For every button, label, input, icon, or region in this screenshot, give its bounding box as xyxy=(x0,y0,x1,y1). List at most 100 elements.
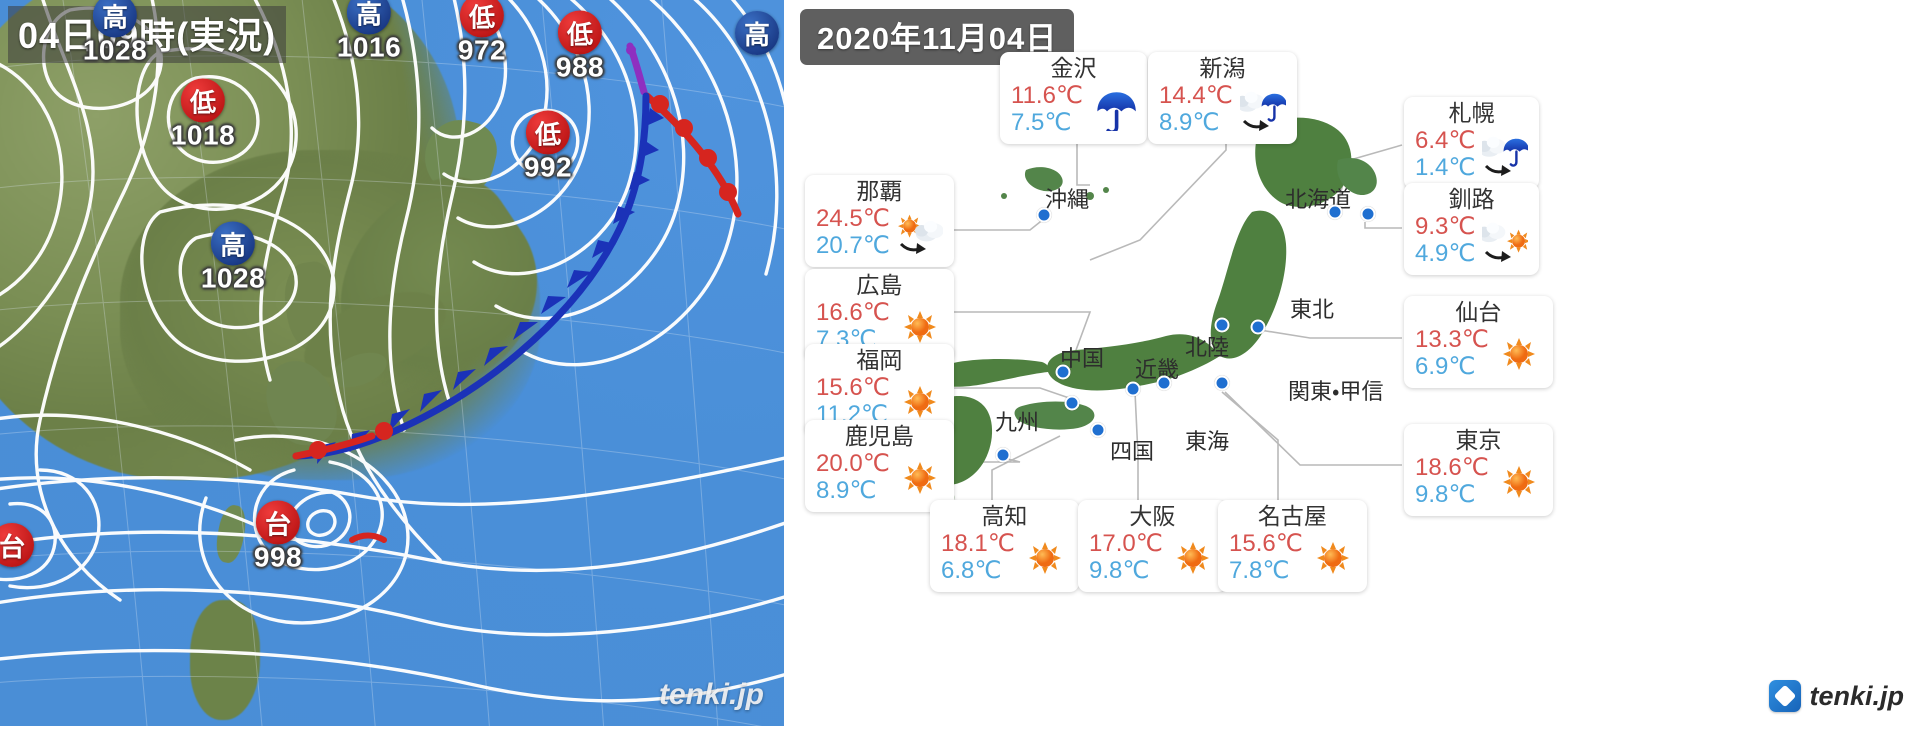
tenki-jp-logo: tenki.jp xyxy=(1769,680,1904,712)
city-name: 新潟 xyxy=(1199,55,1246,81)
chart-watermark: tenki.jp xyxy=(658,678,764,711)
city-name: 鹿児島 xyxy=(844,423,914,449)
weather-sun-icon xyxy=(1022,537,1068,579)
city-card-大阪[interactable]: 大阪 17.0℃ 9.8℃ xyxy=(1078,500,1227,592)
weather-cloud-rain-icon xyxy=(1478,134,1530,176)
region-label-6: 関東・甲信 xyxy=(1288,379,1384,404)
weather-sun-icon xyxy=(1310,537,1356,579)
min-temperature: 9.8℃ xyxy=(1415,480,1476,508)
max-temperature: 16.6℃ xyxy=(816,298,890,326)
city-map-dot-9 xyxy=(1055,364,1071,380)
min-temperature: 7.5℃ xyxy=(1011,108,1072,136)
city-card-body: 20.0℃ 8.9℃ xyxy=(816,449,943,505)
city-map-dot-8 xyxy=(1064,395,1080,411)
landmass-philippines xyxy=(190,600,260,720)
city-map-dot-0 xyxy=(1036,207,1052,223)
max-temperature: 9.3℃ xyxy=(1415,212,1476,240)
region-label-8: 四国 xyxy=(1110,439,1155,464)
chart-timestamp: 04日09時(実況) xyxy=(8,6,287,63)
min-temperature: 8.9℃ xyxy=(1159,108,1220,136)
city-card-body: 17.0℃ 9.8℃ xyxy=(1089,529,1216,585)
weather-fronts xyxy=(0,0,784,726)
city-name: 名古屋 xyxy=(1257,503,1327,529)
temperature-block: 24.5℃ 20.7℃ xyxy=(816,204,890,260)
tenki-logo-text: tenki.jp xyxy=(1809,680,1904,711)
temperature-block: 17.0℃ 9.8℃ xyxy=(1089,529,1163,585)
min-temperature: 6.9℃ xyxy=(1415,352,1476,380)
weather-sun-cloud-icon xyxy=(897,212,944,254)
city-card-鹿児島[interactable]: 鹿児島 20.0℃ 8.9℃ xyxy=(805,420,954,512)
max-temperature: 17.0℃ xyxy=(1089,529,1163,557)
city-map-dot-1 xyxy=(1327,204,1343,220)
city-name: 福岡 xyxy=(856,347,903,373)
temperature-block: 18.1℃ 6.8℃ xyxy=(941,529,1015,585)
city-card-新潟[interactable]: 新潟 14.4℃ 8.9℃ xyxy=(1148,52,1297,144)
region-label-0: 沖縄 xyxy=(1045,187,1090,212)
city-map-dot-7 xyxy=(1125,381,1141,397)
weather-sun-icon xyxy=(1496,461,1542,503)
city-name: 那覇 xyxy=(856,178,903,204)
max-temperature: 6.4℃ xyxy=(1415,126,1476,154)
temperature-block: 15.6℃ 7.8℃ xyxy=(1229,529,1303,585)
weather-cloud-sun-icon xyxy=(1478,220,1531,262)
city-name: 釧路 xyxy=(1448,186,1495,212)
city-map-dot-5 xyxy=(1156,375,1172,391)
weather-sun-icon xyxy=(897,381,943,423)
city-map-dot-11 xyxy=(1090,422,1106,438)
weather-sun-icon xyxy=(897,306,943,348)
max-temperature: 20.0℃ xyxy=(816,449,890,477)
region-label-3: 北陸 xyxy=(1185,335,1230,360)
max-temperature: 18.1℃ xyxy=(941,529,1015,557)
max-temperature: 15.6℃ xyxy=(1229,529,1303,557)
city-card-body: 11.6℃ 7.5℃ xyxy=(1011,81,1136,137)
temperature-block: 13.3℃ 6.9℃ xyxy=(1415,325,1489,381)
city-card-body: 6.4℃ 1.4℃ xyxy=(1415,126,1530,182)
city-card-東京[interactable]: 東京 18.6℃ 9.8℃ xyxy=(1404,424,1553,516)
min-temperature: 4.9℃ xyxy=(1415,239,1476,267)
min-temperature: 7.8℃ xyxy=(1229,556,1290,584)
city-map-dot-6 xyxy=(1214,375,1230,391)
temperature-block: 6.4℃ 1.4℃ xyxy=(1415,126,1476,182)
weather-rain-icon xyxy=(1090,89,1136,134)
city-name: 東京 xyxy=(1455,427,1502,453)
isobar-lines xyxy=(0,0,784,726)
city-card-body: 15.6℃ 7.8℃ xyxy=(1229,529,1356,585)
surface-pressure-chart: 04日09時(実況) tenki.jp 高 1028 高 1016 高 1028 高低 101… xyxy=(0,0,784,726)
max-temperature: 18.6℃ xyxy=(1415,453,1489,481)
max-temperature: 13.3℃ xyxy=(1415,325,1489,353)
city-card-札幌[interactable]: 札幌 6.4℃ 1.4℃ xyxy=(1404,97,1540,189)
city-card-body: 13.3℃ 6.9℃ xyxy=(1415,325,1542,381)
temperature-block: 14.4℃ 8.9℃ xyxy=(1159,82,1233,137)
weather-sun-icon xyxy=(1170,537,1216,579)
max-temperature: 24.5℃ xyxy=(816,204,890,232)
city-name: 広島 xyxy=(856,272,903,298)
city-card-body: 18.1℃ 6.8℃ xyxy=(941,529,1068,585)
region-label-9: 東海 xyxy=(1185,429,1230,454)
city-card-仙台[interactable]: 仙台 13.3℃ 6.9℃ xyxy=(1404,296,1553,388)
weather-cloud-rain-icon xyxy=(1235,89,1287,131)
city-name: 仙台 xyxy=(1455,299,1502,325)
city-name: 大阪 xyxy=(1129,503,1176,529)
city-card-body: 24.5℃ 20.7℃ xyxy=(816,204,944,260)
weather-sun-icon xyxy=(897,457,943,499)
min-temperature: 20.7℃ xyxy=(816,231,890,259)
regional-forecast-panel: 2020年11月04日 沖縄 北海道 東北 北陸 近畿 中国 関東・甲信 九州 四国 東海 金沢 1… xyxy=(790,0,1920,726)
city-map-dot-2 xyxy=(1360,206,1376,222)
city-card-名古屋[interactable]: 名古屋 15.6℃ 7.8℃ xyxy=(1218,500,1367,592)
min-temperature: 6.8℃ xyxy=(941,556,1002,584)
city-name: 札幌 xyxy=(1448,100,1495,126)
city-card-body: 14.4℃ 8.9℃ xyxy=(1159,82,1287,137)
temperature-block: 11.6℃ 7.5℃ xyxy=(1011,81,1083,137)
max-temperature: 11.6℃ xyxy=(1011,81,1083,109)
city-card-金沢[interactable]: 金沢 11.6℃ 7.5℃ xyxy=(1000,52,1147,144)
city-name: 高知 xyxy=(981,503,1028,529)
city-card-釧路[interactable]: 釧路 9.3℃ 4.9℃ xyxy=(1404,183,1540,275)
min-temperature: 9.8℃ xyxy=(1089,556,1150,584)
city-card-那覇[interactable]: 那覇 24.5℃ 20.7℃ xyxy=(805,175,954,267)
city-card-body: 18.6℃ 9.8℃ xyxy=(1415,453,1542,509)
city-name: 金沢 xyxy=(1050,55,1097,81)
city-card-高知[interactable]: 高知 18.1℃ 6.8℃ xyxy=(930,500,1079,592)
city-map-dot-3 xyxy=(1250,319,1266,335)
min-temperature: 8.9℃ xyxy=(816,476,877,504)
city-map-dot-4 xyxy=(1214,317,1230,333)
